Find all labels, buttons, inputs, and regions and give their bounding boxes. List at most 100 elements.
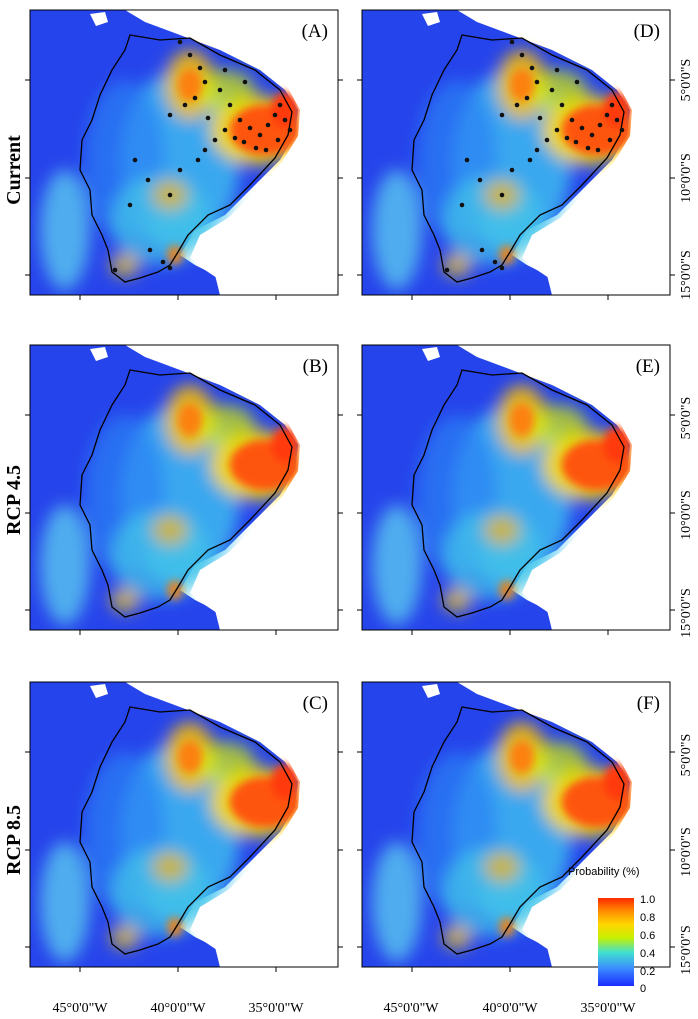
panel-frame: [29, 344, 339, 631]
occurrence-point: [247, 125, 253, 131]
occurrence-point: [492, 259, 498, 265]
occurrence-point: [187, 52, 193, 58]
occurrence-point: [464, 157, 470, 163]
occurrence-point: [459, 202, 465, 208]
occurrence-point: [585, 145, 591, 151]
row-label-rcp85: RCP 8.5: [3, 805, 25, 875]
occurrence-point: [579, 125, 585, 131]
occurrence-point: [509, 39, 515, 45]
row-labels: Current RCP 4.5 RCP 8.5: [3, 135, 25, 875]
legend-title: Probability (%): [568, 866, 640, 878]
lat-tick-10s-row3: 10°0'0"S: [679, 827, 694, 877]
row-label-current: Current: [3, 135, 25, 205]
map-panel-f: (F): [357, 681, 675, 972]
lat-tick-10s-row1: 10°0'0"S: [679, 153, 694, 203]
legend-tick-08: 0.8: [640, 912, 655, 924]
lon-tick-40w-left: 40°0'0"W: [150, 1001, 206, 1016]
occurrence-point: [282, 117, 288, 123]
occurrence-point: [609, 102, 615, 108]
occurrence-point: [227, 102, 233, 108]
occurrence-point: [287, 127, 293, 133]
panel-frame: [361, 9, 671, 296]
panel-letter: (C): [303, 693, 328, 714]
occurrence-point: [147, 247, 153, 253]
legend-tick-0: 0: [640, 983, 646, 995]
occurrence-point: [444, 267, 450, 273]
occurrence-point: [595, 147, 601, 153]
occurrence-point: [499, 192, 505, 198]
occurrence-point: [167, 192, 173, 198]
lon-tick-45w-right: 45°0'0"W: [383, 1001, 439, 1016]
occurrence-point: [499, 265, 505, 271]
occurrence-point: [222, 67, 228, 73]
suitability-map: [362, 10, 670, 295]
suitability-map: [30, 682, 338, 967]
occurrence-point: [237, 117, 243, 123]
occurrence-point: [167, 265, 173, 271]
lat-tick-10s-row2: 10°0'0"S: [679, 490, 694, 540]
lon-tick-45w-left: 45°0'0"W: [52, 1001, 108, 1016]
occurrence-point: [145, 177, 151, 183]
lon-tick-40w-right: 40°0'0"W: [482, 1001, 538, 1016]
suitability-map: [30, 345, 338, 630]
panel-frame: [361, 344, 671, 631]
occurrence-point: [177, 167, 183, 173]
legend-tick-04: 0.4: [640, 948, 655, 960]
panel-frame: [29, 9, 339, 296]
occurrence-point: [509, 167, 515, 173]
occurrence-point: [537, 115, 543, 121]
legend-tick-06: 0.6: [640, 930, 655, 942]
occurrence-point: [604, 112, 610, 118]
occurrence-point: [257, 132, 263, 138]
occurrence-point: [597, 122, 603, 128]
occurrence-point: [534, 147, 540, 153]
occurrence-point: [253, 145, 259, 151]
occurrence-point: [477, 177, 483, 183]
occurrence-point: [544, 137, 550, 143]
map-panel-d: (D): [357, 9, 675, 300]
occurrence-point: [529, 65, 535, 71]
suitability-map: [362, 345, 670, 630]
map-panel-c: (C): [25, 681, 343, 972]
map-panels: (A) (D) (B) (E) (C) (F): [25, 9, 675, 972]
map-panel-b: (B): [25, 344, 343, 635]
legend: Probability (%) 1.0 0.8 0.6 0.4 0.2 0: [568, 866, 655, 995]
occurrence-point: [564, 135, 570, 141]
occurrence-point: [192, 95, 198, 101]
occurrence-point: [132, 157, 138, 163]
lat-tick-5s-row3: 5°0'0"S: [679, 734, 694, 777]
occurrence-point: [197, 65, 203, 71]
legend-tick-1: 1.0: [640, 894, 655, 906]
occurrence-point: [574, 79, 580, 85]
occurrence-point: [205, 115, 211, 121]
row-label-rcp45: RCP 4.5: [3, 465, 25, 535]
occurrence-point: [519, 52, 525, 58]
lon-tick-35w-left: 35°0'0"W: [248, 1001, 304, 1016]
occurrence-point: [554, 67, 560, 73]
lat-tick-15s-row1: 15°0'0"S: [679, 250, 694, 300]
occurrence-point: [514, 102, 520, 108]
occurrence-point: [549, 87, 555, 93]
occurrence-point: [217, 87, 223, 93]
occurrence-point: [241, 139, 247, 145]
occurrence-point: [607, 137, 613, 143]
occurrence-point: [569, 117, 575, 123]
lon-tick-35w-right: 35°0'0"W: [580, 1001, 636, 1016]
occurrence-point: [222, 127, 228, 133]
panel-letter: (E): [636, 356, 660, 377]
occurrence-point: [272, 112, 278, 118]
map-panel-e: (E): [357, 344, 675, 635]
occurrence-point: [167, 112, 173, 118]
occurrence-point: [559, 102, 565, 108]
occurrence-point: [202, 147, 208, 153]
occurrence-point: [195, 157, 201, 163]
occurrence-point: [479, 247, 485, 253]
occurrence-point: [202, 79, 208, 85]
occurrence-point: [275, 137, 281, 143]
occurrence-point: [524, 95, 530, 101]
panel-frame: [361, 681, 671, 968]
occurrence-point: [277, 102, 283, 108]
longitude-axis-right: 45°0'0"W 40°0'0"W 35°0'0"W: [383, 1001, 636, 1016]
panel-letter: (D): [634, 21, 660, 42]
